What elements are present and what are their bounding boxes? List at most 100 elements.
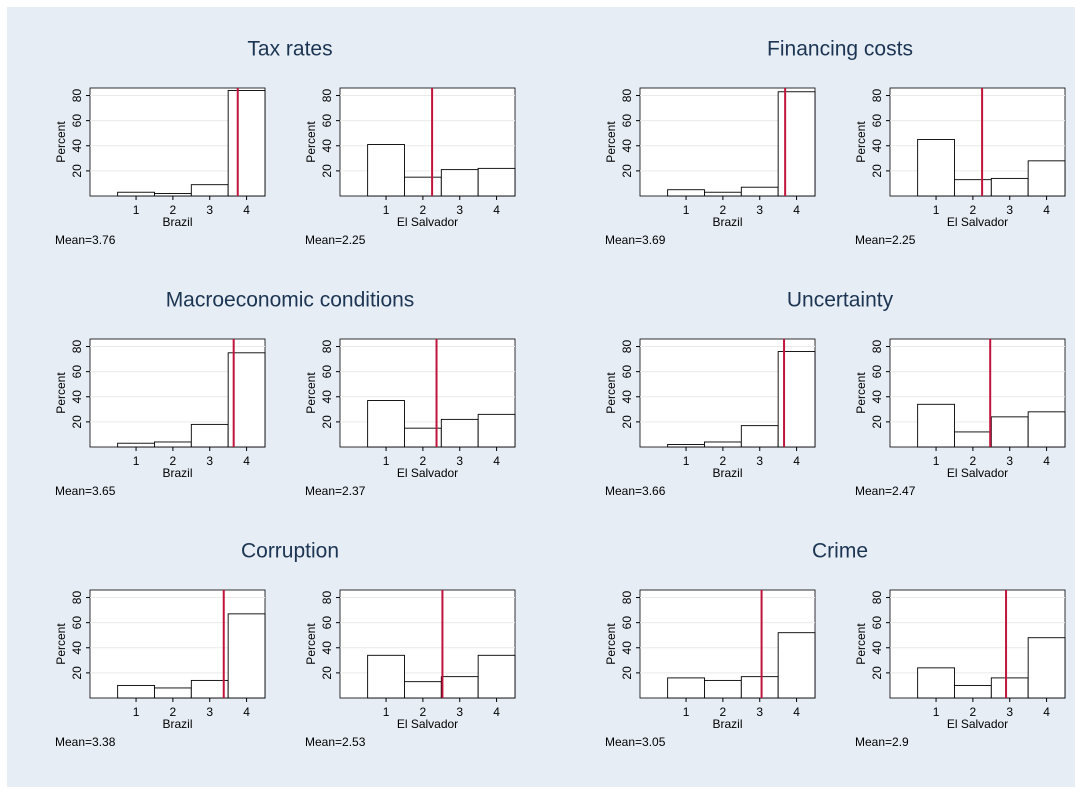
- x-tick-label: 1: [683, 454, 690, 468]
- panel-title: Crime: [812, 540, 868, 563]
- mean-label: Mean=3.69: [605, 233, 666, 247]
- y-tick-label: 20: [870, 666, 884, 680]
- x-tick-label: 1: [133, 203, 140, 217]
- bar: [404, 176, 442, 197]
- x-tick-label: 3: [1006, 203, 1013, 217]
- x-tick-label: 3: [1006, 454, 1013, 468]
- x-tick-label: 3: [206, 203, 213, 217]
- y-tick-label: 40: [70, 390, 84, 404]
- y-tick-label: 40: [70, 139, 84, 153]
- x-tick-label: 1: [133, 705, 140, 719]
- y-tick-label: 40: [870, 641, 884, 655]
- x-tick-label: 1: [933, 705, 940, 719]
- y-axis-label: Percent: [304, 372, 318, 414]
- bar: [954, 179, 992, 197]
- bar: [117, 191, 155, 197]
- x-tick-label: 4: [493, 203, 500, 217]
- y-tick-label: 80: [620, 89, 634, 103]
- mean-label: Mean=3.76: [55, 233, 116, 247]
- panel-title: Macroeconomic conditions: [166, 289, 415, 312]
- panel-title: Corruption: [241, 540, 339, 563]
- x-tick-label: 3: [756, 454, 763, 468]
- x-tick-label: 3: [456, 454, 463, 468]
- x-tick-label: 1: [683, 203, 690, 217]
- x-tick-label: 4: [1043, 203, 1050, 217]
- y-tick-label: 80: [870, 89, 884, 103]
- x-tick-label: 3: [756, 705, 763, 719]
- x-tick-label: 1: [383, 454, 390, 468]
- x-axis-label: Brazil: [162, 466, 192, 480]
- mean-label: Mean=2.25: [305, 233, 366, 247]
- x-tick-label: 1: [383, 705, 390, 719]
- bar: [117, 442, 155, 448]
- y-axis-label: Percent: [54, 121, 68, 163]
- bar: [917, 139, 955, 197]
- y-tick-label: 20: [870, 415, 884, 429]
- y-axis-label: Percent: [604, 372, 618, 414]
- y-tick-label: 40: [320, 390, 334, 404]
- x-tick-label: 3: [456, 705, 463, 719]
- bar: [740, 676, 779, 699]
- panel-title: Financing costs: [767, 38, 913, 61]
- bar: [227, 90, 266, 197]
- bar: [117, 684, 155, 699]
- bar: [154, 193, 192, 197]
- bar: [740, 186, 779, 197]
- x-tick-label: 1: [683, 705, 690, 719]
- bar: [667, 677, 705, 699]
- y-tick-label: 20: [620, 666, 634, 680]
- bar: [777, 91, 816, 197]
- panel-title: Tax rates: [247, 38, 332, 61]
- x-tick-label: 2: [170, 203, 177, 217]
- bar: [440, 169, 479, 197]
- bar: [917, 403, 955, 448]
- x-tick-label: 4: [493, 705, 500, 719]
- y-tick-label: 60: [620, 114, 634, 128]
- y-tick-label: 40: [320, 139, 334, 153]
- x-tick-label: 2: [420, 705, 427, 719]
- bar: [227, 613, 266, 699]
- y-tick-label: 60: [620, 365, 634, 379]
- bar: [367, 654, 405, 699]
- bar: [1027, 160, 1066, 197]
- x-tick-label: 4: [243, 454, 250, 468]
- y-tick-label: 60: [70, 616, 84, 630]
- bar: [704, 191, 742, 197]
- y-axis-label: Percent: [604, 121, 618, 163]
- bar: [440, 418, 479, 448]
- y-tick-label: 20: [70, 415, 84, 429]
- y-tick-label: 40: [620, 139, 634, 153]
- x-tick-label: 4: [793, 705, 800, 719]
- mean-label: Mean=2.53: [305, 735, 366, 749]
- bar: [477, 167, 516, 197]
- x-tick-label: 3: [206, 705, 213, 719]
- y-axis-label: Percent: [854, 121, 868, 163]
- y-tick-label: 60: [320, 365, 334, 379]
- bar: [990, 416, 1029, 448]
- x-tick-label: 2: [720, 454, 727, 468]
- y-tick-label: 80: [620, 591, 634, 605]
- mean-label: Mean=2.47: [855, 484, 916, 498]
- x-tick-label: 2: [420, 203, 427, 217]
- y-tick-label: 80: [870, 591, 884, 605]
- y-tick-label: 60: [870, 365, 884, 379]
- bar: [704, 441, 742, 448]
- y-axis-label: Percent: [604, 623, 618, 665]
- x-tick-label: 4: [1043, 454, 1050, 468]
- x-tick-label: 1: [933, 454, 940, 468]
- bar: [1027, 637, 1066, 699]
- x-axis-label: El Salvador: [397, 215, 458, 229]
- x-axis-label: El Salvador: [397, 717, 458, 731]
- y-tick-label: 40: [70, 641, 84, 655]
- y-tick-label: 60: [870, 616, 884, 630]
- x-axis-label: Brazil: [712, 717, 742, 731]
- x-tick-label: 3: [206, 454, 213, 468]
- x-tick-label: 4: [793, 454, 800, 468]
- bar: [477, 413, 516, 448]
- bar: [404, 681, 442, 699]
- y-tick-label: 20: [620, 415, 634, 429]
- mean-label: Mean=2.25: [855, 233, 916, 247]
- y-tick-label: 60: [870, 114, 884, 128]
- y-tick-label: 60: [320, 114, 334, 128]
